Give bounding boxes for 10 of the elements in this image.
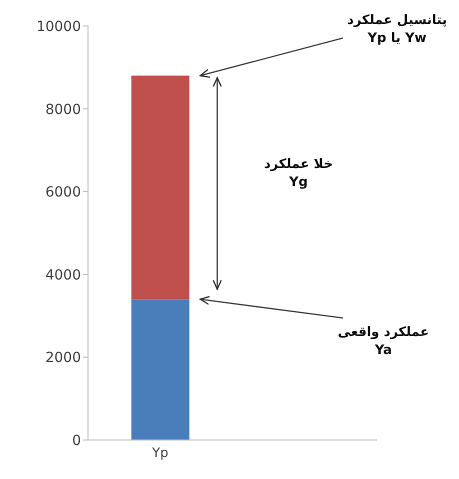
- y-tick-label: 6000: [45, 184, 81, 201]
- y-tick-label: 8000: [45, 102, 81, 118]
- y-tick-label: 4000: [45, 267, 81, 284]
- x-tick-label: Yp: [151, 446, 168, 462]
- y-tick-label: 0: [72, 432, 81, 449]
- y-tick-label: 10000: [36, 18, 81, 35]
- y-tick-label: 2000: [45, 350, 81, 366]
- annotation: پتانسیل عملکرد Yw یا Yp: [347, 12, 447, 48]
- annotation: خلا عملکرد Yg: [264, 156, 333, 192]
- annotation: عملکرد واقعی Ya: [338, 324, 429, 360]
